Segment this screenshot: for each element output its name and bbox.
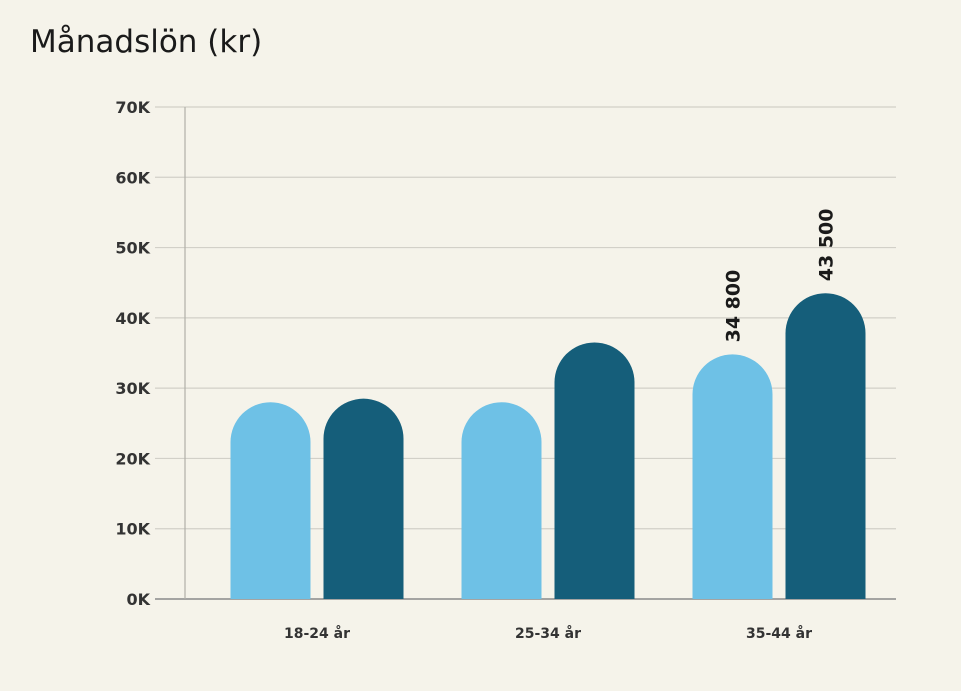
y-tick-label: 70K xyxy=(115,98,150,117)
bar-dark-2 xyxy=(785,293,866,599)
bar-dark-1 xyxy=(554,342,635,599)
x-category-label: 25-34 år xyxy=(515,625,581,642)
data-label: 43 500 xyxy=(816,209,838,282)
labels: 18-24 år 25-34 år 35-44 år 34 800 43 500 xyxy=(284,209,838,642)
x-category-label: 35-44 år xyxy=(746,625,812,642)
bar-light-0 xyxy=(230,402,311,599)
chart-title: Månadslön (kr) xyxy=(30,24,263,60)
y-tick-label: 60K xyxy=(115,168,150,187)
y-tick-label: 10K xyxy=(115,520,150,539)
y-tick-label: 50K xyxy=(115,239,150,258)
x-category-label: 18-24 år xyxy=(284,625,350,642)
y-tick-label: 20K xyxy=(115,449,150,468)
bar-dark-0 xyxy=(323,398,404,599)
axes: 0K 10K 20K 30K 40K 50K 60K 70K xyxy=(115,98,186,609)
y-tick-label: 0K xyxy=(126,590,150,609)
y-tick-label: 30K xyxy=(115,379,150,398)
bar-light-2 xyxy=(692,354,773,599)
bar-light-1 xyxy=(461,402,542,599)
bars xyxy=(230,293,866,599)
data-label: 34 800 xyxy=(723,270,745,343)
y-tick-label: 40K xyxy=(115,309,150,328)
